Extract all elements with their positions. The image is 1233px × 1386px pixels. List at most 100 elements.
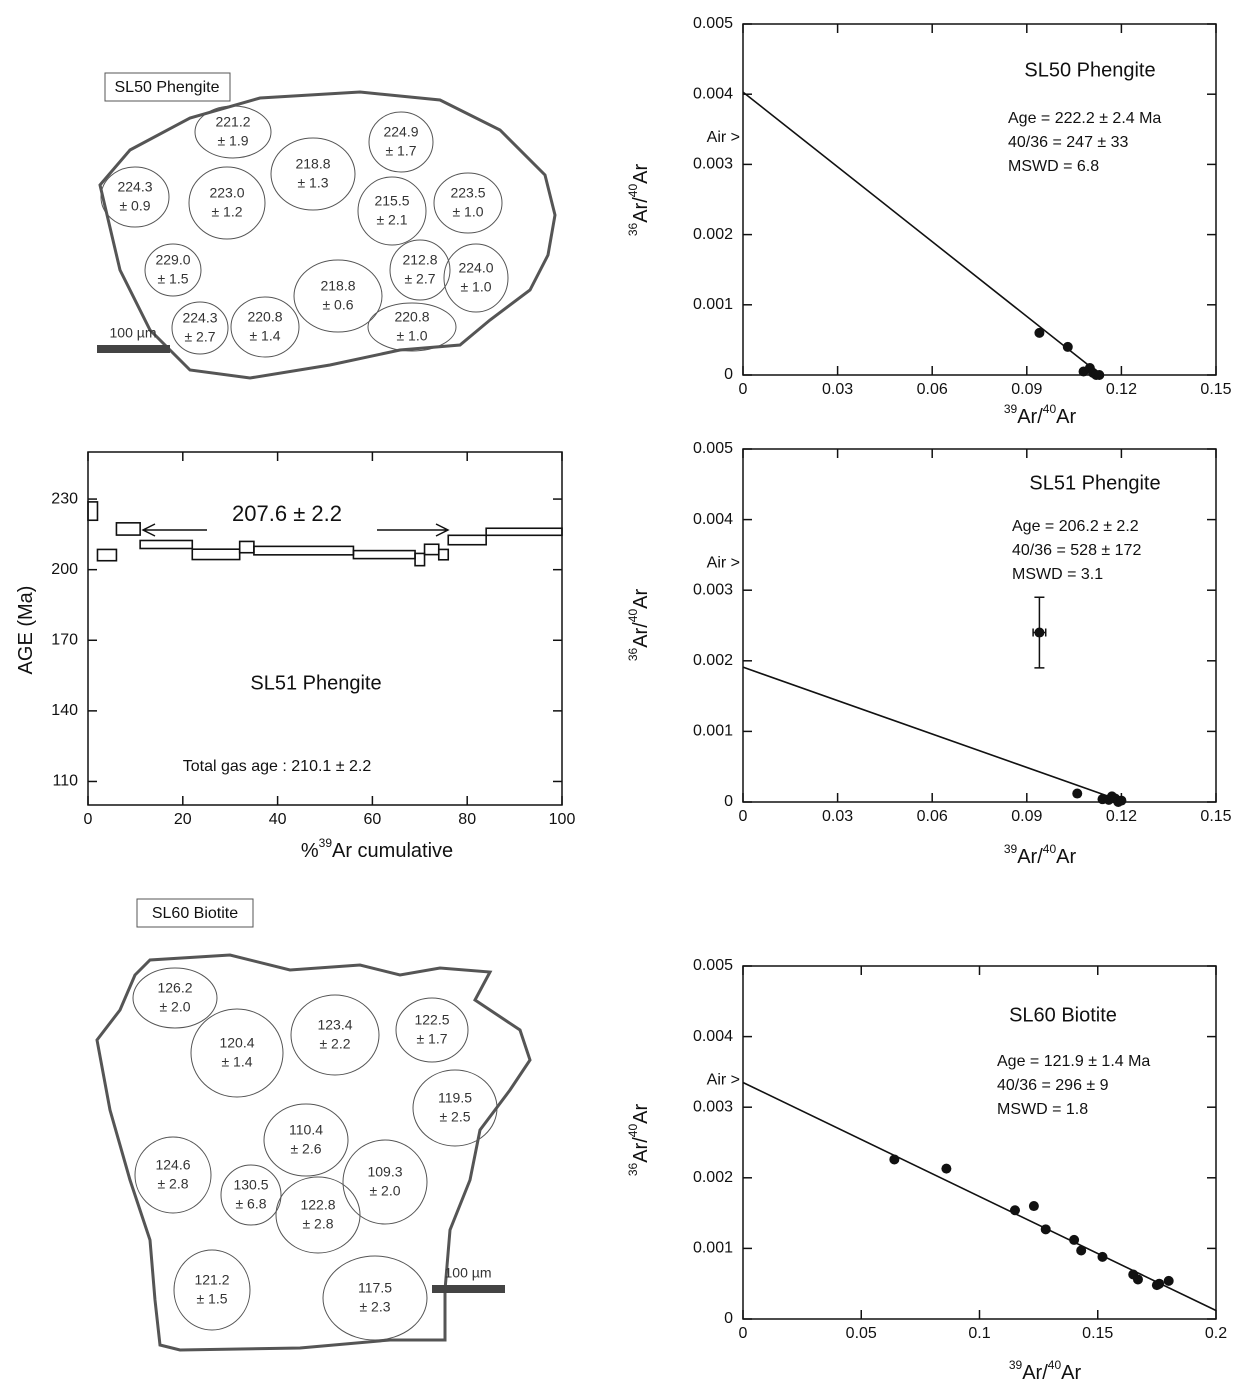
- grain: [188, 166, 266, 240]
- x-tick-label: 60: [364, 811, 382, 828]
- grain: [322, 1255, 428, 1341]
- grain: [367, 302, 457, 352]
- grain-error: ± 2.3: [359, 1299, 390, 1315]
- grain-outline: [98, 90, 557, 380]
- grain-age: 218.8: [295, 156, 330, 172]
- scale-bar: [97, 345, 170, 353]
- y-axis-label-part: Ar/: [630, 1137, 652, 1163]
- y-tick-label: 0.004: [693, 85, 733, 102]
- scale-label: 100 µm: [110, 325, 157, 341]
- x-axis-label-sup: 39: [1004, 842, 1018, 856]
- label-box: [136, 898, 254, 928]
- grain-age: 223.0: [209, 185, 244, 201]
- grain-error: ± 1.2: [211, 204, 242, 220]
- grain-age: 126.2: [157, 980, 192, 996]
- grain-error: ± 2.7: [404, 271, 435, 287]
- x-tick-label: 0.06: [917, 381, 948, 398]
- grain: [144, 243, 202, 297]
- grain-error: ± 6.8: [235, 1196, 266, 1212]
- x-tick-label: 0: [739, 808, 748, 825]
- step-box: [352, 549, 416, 560]
- grain-error: ± 2.1: [376, 212, 407, 228]
- y-axis-label-sup: 36: [626, 222, 640, 236]
- y-tick-label: 0.005: [693, 957, 733, 974]
- grain-error: ± 1.5: [157, 271, 188, 287]
- x-tick-label: 0.05: [846, 1325, 877, 1342]
- scale-label: 100 µm: [445, 1265, 492, 1281]
- y-tick-label: 170: [51, 631, 78, 648]
- step-box: [87, 501, 99, 522]
- grain-error: ± 1.4: [221, 1054, 252, 1070]
- step-box: [253, 545, 355, 556]
- point: [1034, 627, 1045, 638]
- grain-age: 121.2: [194, 1272, 229, 1288]
- scale-bar: [432, 1285, 505, 1293]
- x-tick-label: 0.15: [1200, 381, 1231, 398]
- y-axis-label-sup: 36: [626, 647, 640, 661]
- x-axis-label-sup: 39: [1004, 402, 1018, 416]
- grain-error: ± 1.4: [249, 328, 280, 344]
- point: [1028, 1201, 1039, 1212]
- step-box: [447, 534, 487, 546]
- y-tick-label: 0.003: [693, 156, 733, 173]
- y-axis-label-sup: 40: [626, 609, 640, 623]
- grain: [270, 137, 356, 211]
- grain-age: 224.9: [383, 124, 418, 140]
- x-axis-label-part: Ar/: [1017, 406, 1043, 428]
- grain: [433, 172, 503, 234]
- step-box: [238, 540, 255, 554]
- grain-error: ± 1.0: [396, 328, 427, 344]
- y-axis-label-sup: 36: [626, 1162, 640, 1176]
- plot-frame: [742, 965, 1217, 1320]
- annotation: MSWD = 3.1: [1012, 566, 1103, 583]
- y-tick-label: 140: [51, 702, 78, 719]
- point: [1069, 1234, 1080, 1245]
- x-axis-label-sup: 39: [319, 836, 333, 850]
- y-axis-label: 36Ar/40Ar: [626, 164, 652, 237]
- grain-age: 123.4: [317, 1017, 352, 1033]
- x-tick-label: 20: [174, 811, 192, 828]
- grain-age: 122.5: [414, 1012, 449, 1028]
- grain-outline: [95, 953, 532, 1352]
- x-tick-label: 0.12: [1106, 381, 1137, 398]
- x-axis-label-part: Ar/: [1017, 846, 1043, 868]
- step-box: [485, 527, 563, 537]
- grain-error: ± 1.7: [416, 1031, 447, 1047]
- step-box: [115, 522, 141, 536]
- y-tick-label: 0.001: [693, 723, 733, 740]
- grain: [132, 967, 218, 1029]
- point: [1076, 1245, 1087, 1256]
- point: [1163, 1275, 1174, 1286]
- grain-age: 224.3: [117, 179, 152, 195]
- y-tick-label: 0: [724, 1310, 733, 1327]
- y-tick-label: 0.002: [693, 652, 733, 669]
- fit-line: [742, 91, 1102, 376]
- grain: [100, 166, 170, 228]
- fit-line: [742, 1081, 1217, 1312]
- y-axis-label-part: Ar: [630, 1104, 652, 1124]
- x-axis-label-sup: 40: [1048, 1358, 1062, 1372]
- grain: [190, 1008, 284, 1098]
- grain: [263, 1103, 349, 1177]
- grain-error: ± 2.6: [290, 1141, 321, 1157]
- grain-error: ± 2.8: [302, 1216, 333, 1232]
- x-axis-label-part: Ar cumulative: [332, 840, 453, 862]
- y-tick-label: 0: [724, 366, 733, 383]
- annotation: 40/36 = 247 ± 33: [1008, 134, 1129, 151]
- point: [1072, 788, 1083, 799]
- point: [1116, 795, 1127, 806]
- x-tick-label: 0.03: [822, 808, 853, 825]
- point: [1062, 341, 1073, 352]
- grain-age: 223.5: [450, 185, 485, 201]
- y-tick-label: 0.001: [693, 296, 733, 313]
- grain-age: 120.4: [219, 1035, 254, 1051]
- grain-error: ± 2.8: [157, 1176, 188, 1192]
- step-box: [191, 548, 241, 561]
- x-tick-label: 0.15: [1200, 808, 1231, 825]
- grain: [293, 259, 383, 333]
- x-tick-label: 0: [739, 1325, 748, 1342]
- x-tick-label: 0.1: [968, 1325, 990, 1342]
- y-axis-label-sup: 40: [626, 1124, 640, 1138]
- x-axis-label: 39Ar/40Ar: [1004, 402, 1077, 428]
